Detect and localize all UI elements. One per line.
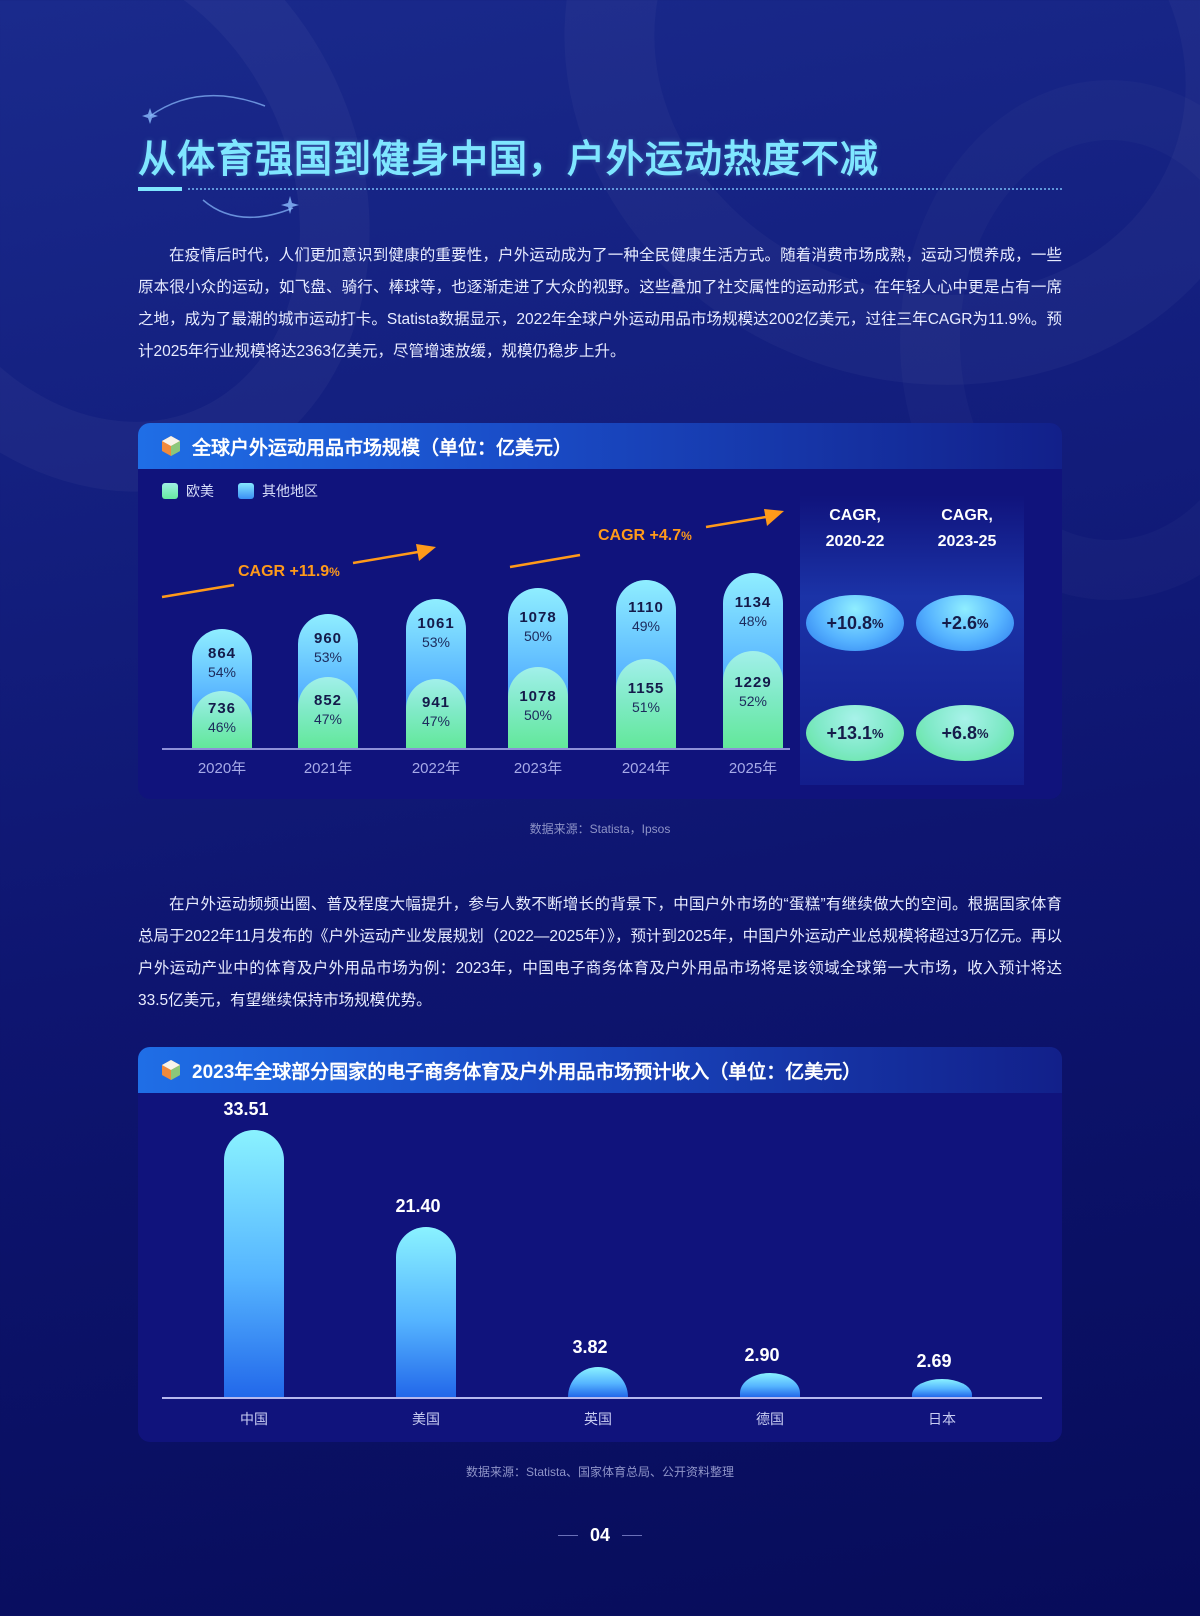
cagr-arrows bbox=[161, 509, 784, 599]
legend-swatch bbox=[162, 483, 178, 499]
legend-label: 欧美 bbox=[186, 483, 214, 499]
chart2-source: 数据来源：Statista、国家体育总局、公开资料整理 bbox=[465, 1465, 735, 1479]
bar-segment-europe: 941 47% bbox=[406, 679, 466, 748]
arrow-head-icon bbox=[764, 509, 784, 526]
cagr-column-header: CAGR, 2023-25 bbox=[937, 507, 997, 550]
x-axis-label: 德国 bbox=[756, 1411, 784, 1427]
stacked-bar-chart: CAGR +11.9% CAGR +4.7% 864 54% 736 46% 960… bbox=[138, 423, 798, 799]
bar-segment-europe: 1078 50% bbox=[508, 667, 568, 748]
x-axis-label: 2023年 bbox=[513, 760, 563, 777]
body-paragraph: 在户外运动频频出圈、普及程度大幅提升，参与人数不断增长的背景下，中国户外市场的“… bbox=[138, 896, 1062, 1009]
cagr-pill-europe-2020-22: +13.1% bbox=[806, 705, 904, 761]
legend-item-other-regions: 其他地区 bbox=[238, 481, 318, 501]
x-axis-label: 美国 bbox=[412, 1411, 440, 1427]
x-axis bbox=[162, 1397, 1042, 1399]
arrow-head-icon bbox=[416, 544, 436, 561]
bar-segment-europe: 736 46% bbox=[192, 691, 252, 748]
bar-value-label: 2.90 bbox=[744, 1345, 780, 1365]
x-axis bbox=[162, 748, 790, 750]
chart-panel-ecommerce-revenue: 2023年全球部分国家的电子商务体育及户外用品市场预计收入（单位：亿美元） 33… bbox=[138, 1047, 1062, 1442]
bar-usa bbox=[396, 1227, 456, 1397]
chart-legend: 欧美 其他地区 bbox=[162, 481, 318, 501]
bar-value-label: 21.40 bbox=[395, 1196, 441, 1216]
bar-value-label: 2.69 bbox=[916, 1351, 952, 1371]
legend-swatch bbox=[238, 483, 254, 499]
intro-paragraph: 在疫情后时代，人们更加意识到健康的重要性，户外运动成为了一种全民健康生活方式。随… bbox=[138, 247, 1062, 360]
bar-value-label: 3.82 bbox=[572, 1337, 608, 1357]
cagr-pill-other-2020-22: +10.8% bbox=[806, 595, 904, 651]
chart-title: 全球户外运动用品市场规模（单位：亿美元） bbox=[192, 437, 573, 459]
cagr-annotation: CAGR +11.9% bbox=[238, 563, 340, 580]
legend-item-europe-america: 欧美 bbox=[162, 481, 214, 501]
title-underline bbox=[138, 187, 1062, 191]
chart-title: 2023年全球部分国家的电子商务体育及户外用品市场预计收入（单位：亿美元） bbox=[192, 1061, 862, 1083]
divider bbox=[557, 1535, 578, 1536]
chart-panel-global-market: 全球户外运动用品市场规模（单位：亿美元） 欧美 其他地区 CAGR +11.9%… bbox=[138, 423, 1062, 799]
bar-segment-europe: 1229 52% bbox=[723, 651, 783, 748]
x-axis-label: 2022年 bbox=[411, 760, 461, 777]
x-axis-label: 中国 bbox=[240, 1411, 268, 1427]
cagr-annotation: CAGR +4.7% bbox=[598, 527, 692, 544]
x-axis-label: 2020年 bbox=[197, 760, 247, 777]
bar-segment-europe: 1155 51% bbox=[616, 659, 676, 748]
divider bbox=[622, 1535, 643, 1536]
x-axis-label: 日本 bbox=[928, 1411, 956, 1427]
x-axis-label: 2021年 bbox=[303, 760, 353, 777]
cagr-pill-other-2023-25: +2.6% bbox=[916, 595, 1014, 651]
star-arc-icon bbox=[142, 94, 266, 124]
bar-segment-europe: 852 47% bbox=[298, 677, 358, 748]
cagr-column-header: CAGR, 2020-22 bbox=[825, 507, 885, 550]
page-title: 从体育强国到健身中国，户外运动热度不减 bbox=[138, 139, 880, 181]
cube-icon bbox=[162, 436, 180, 456]
star-arc-icon bbox=[202, 196, 299, 219]
bar-china bbox=[224, 1130, 284, 1397]
page-number: 04 bbox=[0, 1525, 1200, 1546]
bar-japan bbox=[912, 1379, 972, 1397]
page-number-text: 04 bbox=[589, 1525, 611, 1545]
chart1-source: 数据来源：Statista，Ipsos bbox=[529, 822, 671, 836]
x-axis-label: 2025年 bbox=[728, 760, 778, 777]
cagr-pill-europe-2023-25: +6.8% bbox=[916, 705, 1014, 761]
panel-header: 2023年全球部分国家的电子商务体育及户外用品市场预计收入（单位：亿美元） bbox=[138, 1047, 1062, 1093]
bar-value-label: 33.51 bbox=[223, 1099, 269, 1119]
bar-uk bbox=[568, 1367, 628, 1397]
legend-label: 其他地区 bbox=[262, 483, 318, 499]
cagr-table: CAGR, 2020-22 CAGR, 2023-25 +10.8% +2.6% +… bbox=[800, 495, 1024, 785]
cube-icon bbox=[162, 1060, 180, 1080]
x-axis-label: 英国 bbox=[584, 1411, 612, 1427]
x-axis-label: 2024年 bbox=[621, 760, 671, 777]
bar-germany bbox=[740, 1373, 800, 1397]
panel-header: 全球户外运动用品市场规模（单位：亿美元） bbox=[138, 423, 1062, 469]
